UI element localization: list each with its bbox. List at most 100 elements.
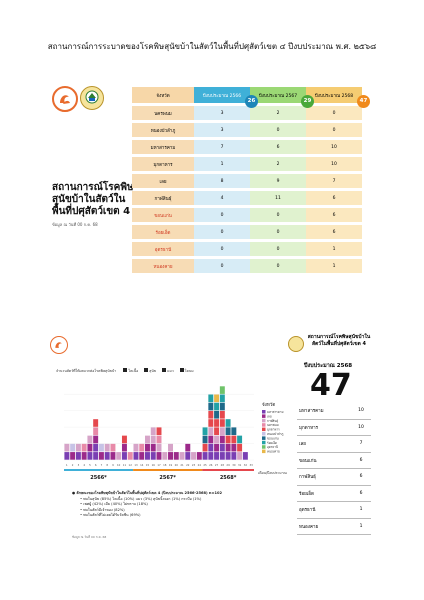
value-2567: 9: [250, 174, 306, 188]
bar-segment: [202, 452, 208, 460]
bar-segment: [208, 443, 214, 452]
province-name: อุดรธานี: [132, 242, 194, 256]
legend-swatch: [262, 440, 266, 445]
value-2566: 0: [194, 225, 250, 239]
bar-segment: [70, 443, 76, 452]
bullet-lead: ● ลักษณะของโรคพิษสุนัขบ้าในสัตว์ในพื้นที…: [72, 491, 223, 495]
bar-segment: [208, 435, 214, 444]
summary-value: 6: [351, 468, 371, 486]
bullet-3-text: พบในสัตว์มีเจ้าของ (82%): [83, 507, 125, 512]
legend-title: จังหวัด: [262, 402, 275, 408]
value-2567: 11: [250, 191, 306, 205]
bullet-4-text: พบในสัตว์ที่ไม่เคยได้รับวัคซีน (69%): [83, 513, 141, 518]
value-2567: 2: [250, 106, 306, 120]
legend-label: อุดรธานี: [267, 445, 278, 450]
legend-swatch: [262, 418, 266, 423]
slide2-title-line-2: สัตว์ในพื้นที่ปศุสัตว์เขต 4: [311, 341, 367, 347]
slide-province-table: สถานการณ์โรคพิษ สุนัขบ้าในสัตว์ใน พื้นที…: [42, 78, 382, 296]
x-tick-label: 32: [244, 463, 248, 467]
bar-segment: [219, 427, 225, 436]
value-2568: 10: [306, 157, 362, 171]
legend-label: ขอนแก่น: [267, 436, 279, 440]
bullet-1: • พบในสุนัข (85%) โคเนื้อ (10%) แมว (3%)…: [80, 496, 202, 501]
species-legend: โคเนื้อ สุนัข แมว โคนม: [117, 368, 194, 373]
province-name: เลย: [132, 174, 194, 188]
table-row: อุดรธานี 0 0 1: [132, 242, 362, 256]
dld-logo-shape-icon: [55, 342, 62, 348]
bar-segment: [219, 386, 225, 394]
legend-swatch: [262, 427, 266, 432]
value-2567: 2: [250, 157, 306, 171]
bar-segment: [93, 435, 99, 444]
x-tick-label: 7: [101, 463, 103, 467]
bar-segment: [168, 443, 173, 452]
province-name: ร้อยเอ็ด: [132, 225, 194, 239]
bar-segment: [110, 443, 116, 452]
bar-segment: [214, 410, 220, 419]
province-name: มหาสารคาม: [132, 140, 194, 154]
x-tick-label: 22: [186, 463, 190, 467]
fiscal-year-label: ปีงบประมาณ 2568: [304, 363, 353, 369]
species-legend-item: โคเนื้อ: [123, 368, 139, 373]
province-summary-table: มหาสารคาม 10 มุกดาหาร 10 เลย 7 ขอนแก่น 6 กาฬสินธ…: [297, 403, 371, 535]
header-fy2567: ปีงบประมาณ 2567: [250, 87, 306, 103]
bar-segment: [87, 443, 93, 452]
bar-segment: [168, 452, 173, 460]
bullet-4: • พบในสัตว์ที่ไม่เคยได้รับวัคซีน (69%): [80, 513, 141, 518]
species-label: โคเนื้อ: [128, 369, 139, 373]
legend-label: มหาสารคาม: [267, 410, 283, 414]
bar-segment: [225, 452, 231, 460]
bar-segment: [156, 452, 162, 460]
value-2567: 0: [250, 242, 306, 256]
value-2566: 0: [194, 242, 250, 256]
x-tick-label: 31: [238, 463, 242, 467]
slide2-title-line-1: สถานการณ์โรคพิษสุนัขบ้าใน: [307, 334, 371, 340]
bar-segment: [237, 452, 243, 460]
x-tick-label: 26: [209, 463, 213, 467]
bar-segment: [150, 427, 156, 436]
bar-segment: [208, 394, 214, 403]
slide1-note: ข้อมูล ณ วันที่ 00 ก.ค. 68: [52, 222, 98, 227]
bar-segment: [150, 452, 156, 460]
x-tick-label: 11: [123, 463, 127, 467]
bar-segment: [162, 452, 168, 460]
value-2566: 4: [194, 191, 250, 205]
chart-top-legend-text: จำนวนสัตว์ที่ให้ผลบวกต่อโรคพิษสุนัขบ้า: [56, 369, 117, 373]
x-tick-label: 17: [157, 463, 161, 467]
period-label: 2567*: [159, 475, 176, 481]
bar-segment: [121, 452, 127, 460]
bar-segment: [104, 443, 110, 452]
bar-segment: [156, 435, 162, 444]
heading-line-2: สุนัขบ้าในสัตว์ใน: [52, 194, 126, 205]
bar-segment: [81, 443, 87, 452]
bar-segment: [145, 435, 150, 444]
bar-segment: [214, 394, 220, 403]
bar-segment: [93, 452, 99, 460]
x-tick-label: 14: [140, 463, 144, 467]
province-name: มุกดาหาร: [132, 157, 194, 171]
x-tick-label: 33: [249, 463, 253, 467]
period-label: 2568*: [220, 475, 237, 481]
summary-row: อุดรธานี 1: [297, 501, 371, 519]
bar-segment: [70, 452, 76, 460]
bar-segment: [214, 452, 220, 460]
legend-swatch: [262, 423, 266, 427]
value-2566: 1: [194, 157, 250, 171]
bullet-3: • พบในสัตว์มีเจ้าของ (82%): [80, 507, 125, 512]
bar-segment: [231, 435, 237, 444]
table-row: เลย 8 9 7: [132, 174, 362, 188]
value-2566: 3: [194, 123, 250, 137]
legend-swatch: [262, 436, 266, 440]
bar-segment: [64, 452, 70, 460]
bar-segment: [214, 402, 220, 411]
x-tick-label: 10: [117, 463, 121, 467]
bar-segment: [219, 419, 225, 427]
x-tick-label: 24: [198, 463, 202, 467]
bullet-lead-text: ลักษณะของโรคพิษสุนัขบ้าในสัตว์ในพื้นที่ป…: [76, 491, 223, 495]
bar-segment: [185, 443, 191, 452]
table-body: นครพนม 3 2 0 หนองบัวลำภู 3 0 0 มหาสารคาม 7 6 10 มุกด…: [132, 106, 362, 273]
bar-segment: [208, 410, 214, 419]
bar-segment: [150, 435, 156, 444]
period-label: 2566*: [90, 475, 107, 481]
bar-segment: [185, 452, 191, 460]
